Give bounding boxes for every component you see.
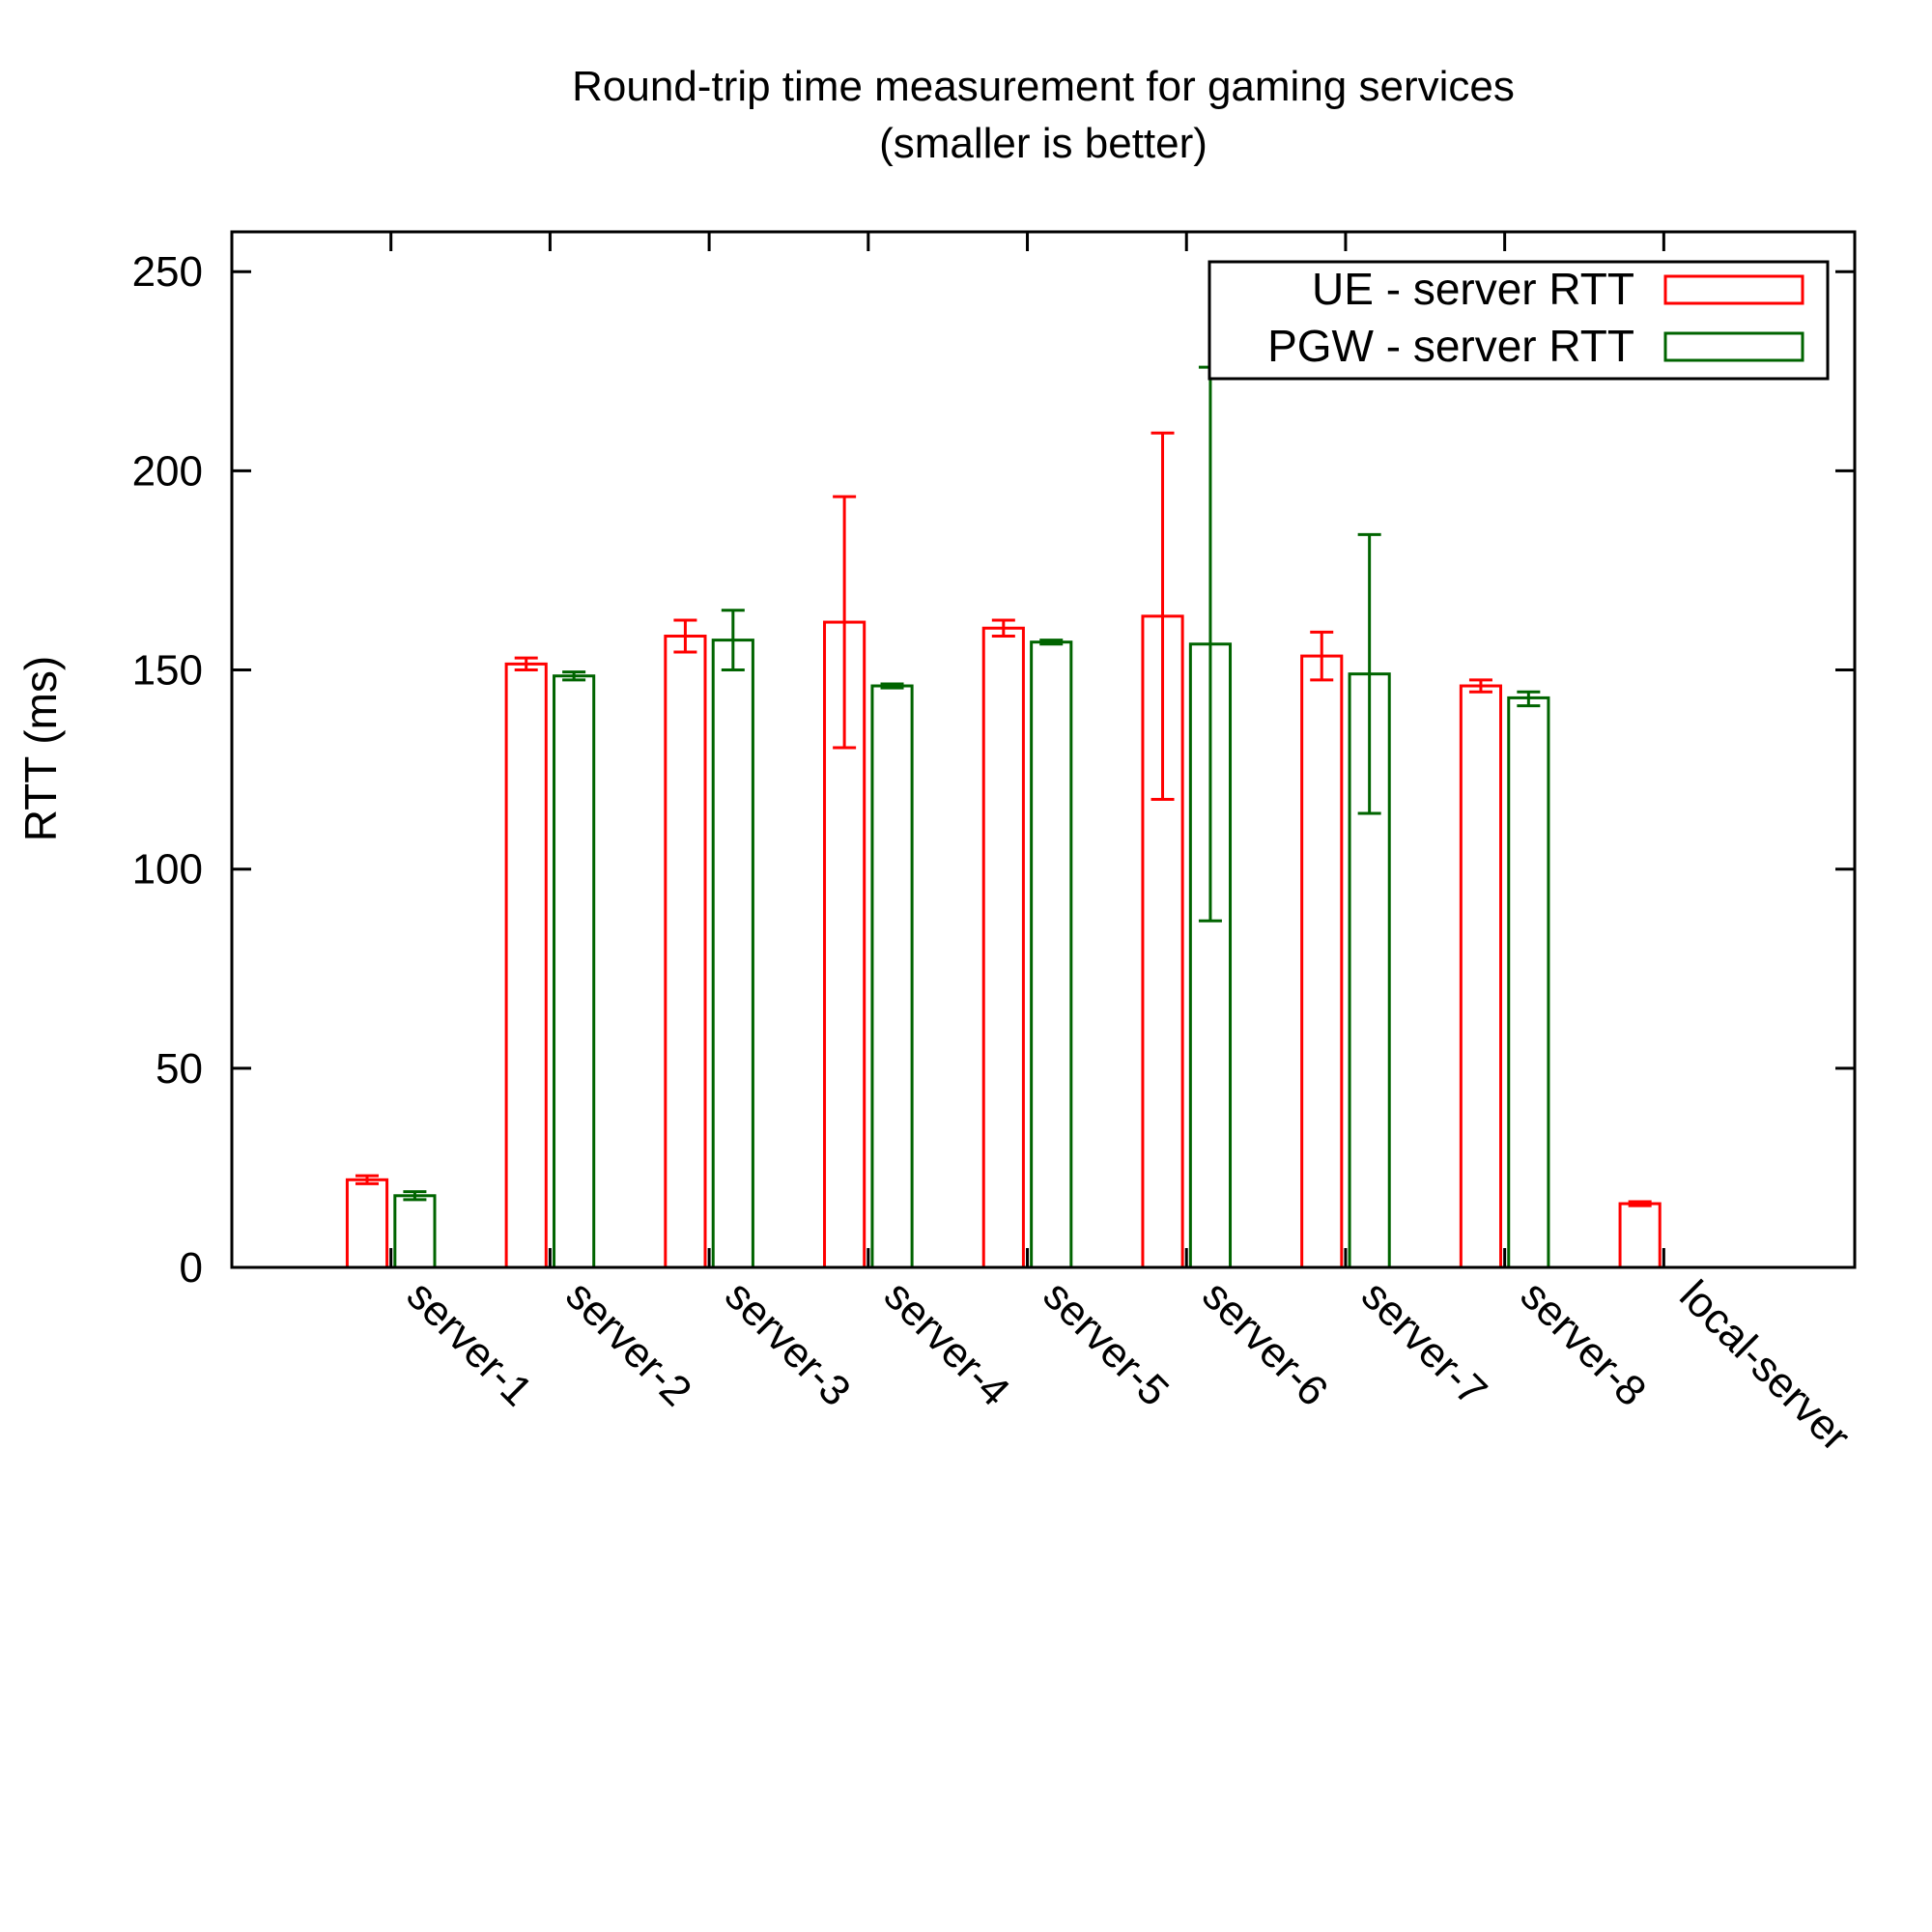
error-bar-pgw-server-1 <box>403 1190 427 1202</box>
x-tick-label-server-6: server-6 <box>1193 1271 1337 1415</box>
chart-subtitle: (smaller is better) <box>879 120 1208 167</box>
bar-ue-server-1 <box>345 1178 389 1269</box>
bar-pgw-server-2 <box>553 674 596 1269</box>
error-bar-ue-local-server <box>1628 1200 1652 1208</box>
y-tick-label-250: 250 <box>132 248 203 296</box>
x-tick-label-server-1: server-1 <box>398 1271 542 1415</box>
error-bar-pgw-server-5 <box>1039 639 1064 646</box>
bar-ue-server-7 <box>1300 654 1344 1269</box>
error-bar-ue-server-1 <box>355 1174 379 1185</box>
error-bar-pgw-server-2 <box>562 670 586 682</box>
y-tick-label-150: 150 <box>132 647 203 695</box>
bar-ue-server-3 <box>664 634 707 1269</box>
bar-pgw-server-1 <box>393 1194 437 1269</box>
y-tick-label-0: 0 <box>180 1244 203 1292</box>
error-bar-ue-server-8 <box>1468 678 1492 694</box>
error-bar-pgw-server-4 <box>880 682 904 690</box>
error-bar-ue-server-6 <box>1151 431 1175 802</box>
legend-swatch-pgw <box>1663 331 1804 362</box>
bar-ue-server-5 <box>981 626 1025 1269</box>
error-bar-pgw-server-3 <box>721 609 745 672</box>
x-tick-label-server-3: server-3 <box>716 1271 860 1415</box>
legend-label-ue: UE - server RTT <box>1312 264 1634 314</box>
bar-pgw-server-8 <box>1507 696 1550 1269</box>
x-tick-label-local-server: local-server <box>1670 1271 1859 1460</box>
y-tick-label-100: 100 <box>132 846 203 894</box>
y-axis-label: RTT (ms) <box>15 656 66 842</box>
chart-title: Round-trip time measurement for gaming s… <box>572 63 1515 110</box>
y-tick-label-200: 200 <box>132 447 203 495</box>
plot-frame <box>230 230 1857 1269</box>
error-bar-ue-server-4 <box>833 495 857 750</box>
bar-ue-local-server <box>1618 1202 1662 1269</box>
bar-pgw-server-4 <box>870 684 914 1269</box>
error-bar-pgw-server-8 <box>1517 690 1541 708</box>
bar-pgw-server-3 <box>711 639 754 1269</box>
y-tick-label-50: 50 <box>156 1045 203 1093</box>
error-bar-pgw-server-7 <box>1357 532 1381 815</box>
error-bar-ue-server-3 <box>673 618 697 654</box>
bar-ue-server-8 <box>1459 684 1503 1269</box>
bar-ue-server-2 <box>504 662 548 1269</box>
legend-label-pgw: PGW - server RTT <box>1267 321 1634 371</box>
legend: UE - server RTT PGW - server RTT <box>1208 260 1830 381</box>
legend-swatch-ue <box>1663 274 1804 305</box>
x-tick-label-server-8: server-8 <box>1512 1271 1656 1415</box>
bar-pgw-server-5 <box>1030 640 1073 1269</box>
x-tick-label-server-5: server-5 <box>1034 1271 1178 1415</box>
x-tick-label-server-2: server-2 <box>556 1271 700 1415</box>
error-bar-ue-server-5 <box>991 618 1015 638</box>
error-bar-ue-server-7 <box>1310 630 1334 682</box>
x-tick-label-server-4: server-4 <box>875 1271 1019 1415</box>
x-tick-label-server-7: server-7 <box>1352 1271 1496 1415</box>
error-bar-ue-server-2 <box>514 656 538 672</box>
